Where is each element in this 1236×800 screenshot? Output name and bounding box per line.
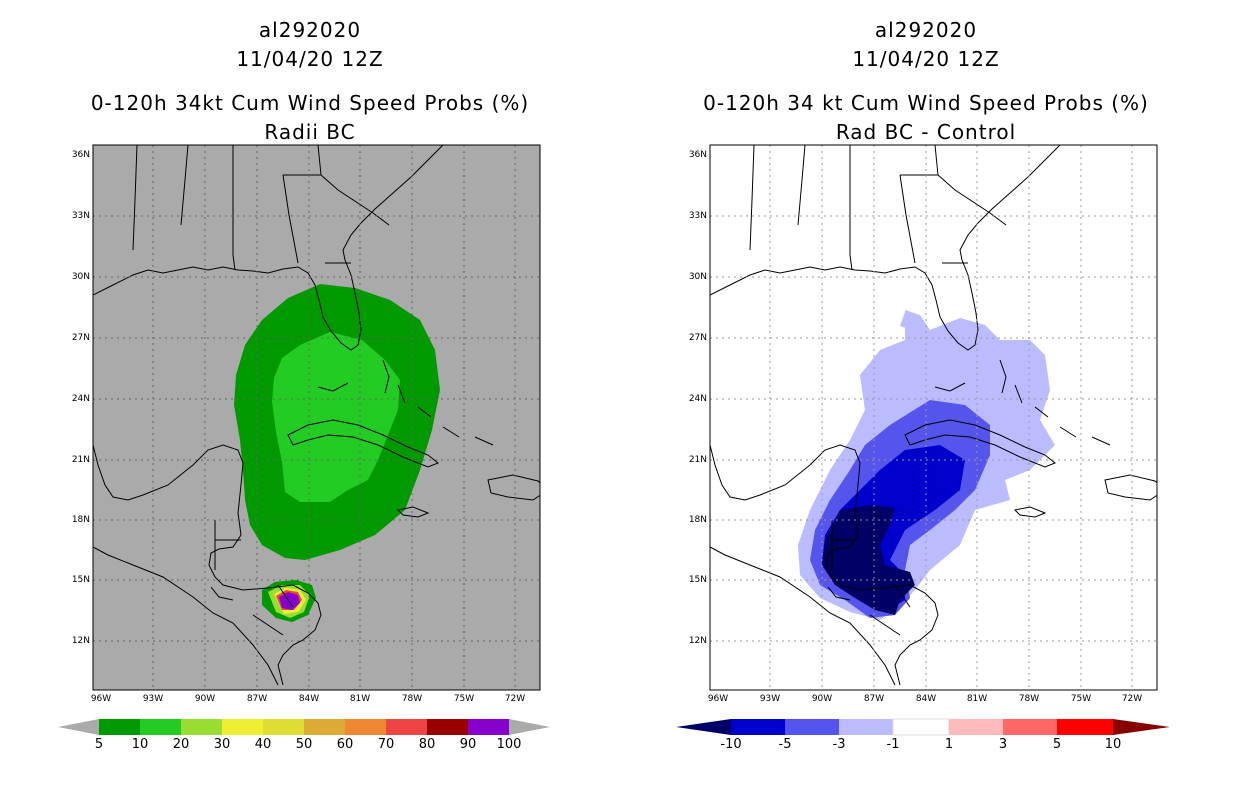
right-colorbar-label: -3 [832,737,846,752]
right-lat-label: 24N [688,394,707,404]
right-lon-label: 87W [863,694,885,704]
left-lon-label: 93W [142,694,164,704]
left-lon-label: 75W [453,694,475,704]
left-colorbar-label: 5 [94,737,104,752]
right-lat-label: 12N [688,636,707,646]
right-lon-label: 93W [759,694,781,704]
left-lon-label: 72W [504,694,526,704]
left-subtitle: Radii BC [264,120,356,144]
right-lon-label: 75W [1070,694,1092,704]
left-lat-label: 27N [71,333,90,343]
left-lon-label: 90W [194,694,216,704]
right-title: 0-120h 34 kt Cum Wind Speed Probs (%) [703,91,1149,115]
left-colorbar-label: 10 [131,737,149,752]
left-title: 0-120h 34kt Cum Wind Speed Probs (%) [90,91,530,115]
right-map-frame [709,144,1158,691]
left-date: 11/04/20 12Z [236,47,384,71]
right-lon-label: 90W [811,694,833,704]
left-colorbar-label: 80 [418,737,436,752]
right-lat-label: 33N [688,211,707,221]
right-subtitle: Rad BC - Control [835,120,1017,144]
left-storm-id: al292020 [258,18,362,42]
right-colorbar-label: -1 [886,737,900,752]
left-lon-label: 81W [349,694,371,704]
right-lat-label: 18N [688,515,707,525]
left-colorbar-label: 60 [336,737,354,752]
right-lat-label: 15N [688,575,707,585]
left-colorbar-label: 30 [213,737,231,752]
right-lon-label: 78W [1018,694,1040,704]
right-lat-label: 30N [688,272,707,282]
left-lon-label: 78W [401,694,423,704]
left-lat-label: 12N [71,636,90,646]
left-lat-label: 21N [71,455,90,465]
right-lat-label: 21N [688,455,707,465]
right-storm-id: al292020 [874,18,978,42]
right-colorbar-label: 5 [1052,737,1062,752]
right-lon-label: 81W [966,694,988,704]
right-gridlines [710,145,1157,690]
right-date: 11/04/20 12Z [852,47,1000,71]
right-lat-label: 36N [688,150,707,160]
left-colorbar [58,719,550,735]
left-colorbar-label: 70 [377,737,395,752]
left-lon-label: 87W [246,694,268,704]
right-colorbar [676,718,1170,736]
left-map-frame [92,144,541,691]
left-colorbar-label: 90 [459,737,477,752]
left-colorbar-label: 50 [295,737,313,752]
right-colorbar-label: -5 [778,737,792,752]
right-lat-label: 27N [688,333,707,343]
left-colorbar-label: 100 [496,737,522,752]
left-lat-label: 24N [71,394,90,404]
right-colorbar-label: -10 [720,737,742,752]
left-lat-label: 30N [71,272,90,282]
left-lat-label: 36N [71,150,90,160]
right-lon-label: 96W [707,694,729,704]
left-gridlines [93,145,540,690]
left-lat-label: 33N [71,211,90,221]
right-colorbar-label: 3 [998,737,1008,752]
left-lat-label: 15N [71,575,90,585]
left-lon-label: 96W [90,694,112,704]
left-colorbar-label: 40 [254,737,272,752]
right-colorbar-label: 1 [944,737,954,752]
right-colorbar-label: 10 [1104,737,1122,752]
left-lat-label: 18N [71,515,90,525]
left-lon-label: 84W [298,694,320,704]
right-diff-speck [900,312,915,330]
left-colorbar-label: 20 [172,737,190,752]
right-lon-label: 72W [1121,694,1143,704]
right-lon-label: 84W [915,694,937,704]
